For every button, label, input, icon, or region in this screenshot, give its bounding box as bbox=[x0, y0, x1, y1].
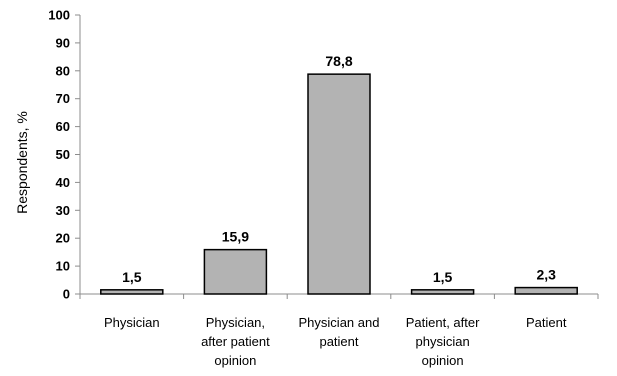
category-label: Physician bbox=[104, 315, 160, 330]
category-label-line: opinion bbox=[214, 353, 256, 368]
y-tick-label: 70 bbox=[56, 91, 70, 106]
y-tick-label: 60 bbox=[56, 119, 70, 134]
bar bbox=[100, 289, 164, 295]
category-label-line: opinion bbox=[422, 353, 464, 368]
category-label-line: patient bbox=[319, 334, 358, 349]
y-tick-label: 90 bbox=[56, 35, 70, 50]
category-label-line: Patient, after bbox=[406, 315, 480, 330]
bars bbox=[100, 73, 578, 295]
bar bbox=[514, 286, 578, 295]
y-tick-label: 30 bbox=[56, 203, 70, 218]
category-label-line: Physician and bbox=[299, 315, 380, 330]
category-label-line: after patient bbox=[201, 334, 270, 349]
y-tick-label: 40 bbox=[56, 175, 70, 190]
category-label-line: physician bbox=[415, 334, 469, 349]
category-label: Physician and patient bbox=[299, 315, 380, 349]
bar bbox=[410, 289, 475, 295]
y-axis-title: Respondents, % bbox=[14, 111, 30, 214]
category-label: Physician, after patient opinion bbox=[201, 315, 270, 368]
bar bbox=[307, 73, 371, 295]
data-label: 78,8 bbox=[325, 53, 352, 69]
category-label-line: Physician, bbox=[206, 315, 265, 330]
category-label-line: Physician bbox=[104, 315, 160, 330]
y-tick-label: 10 bbox=[56, 259, 70, 274]
y-axis: 0 10 20 30 40 50 60 70 80 90 100 bbox=[48, 8, 81, 302]
bar bbox=[203, 248, 268, 295]
data-label: 1,5 bbox=[122, 269, 142, 285]
category-label: Patient bbox=[526, 315, 567, 330]
data-label: 2,3 bbox=[536, 267, 556, 283]
y-tick-label: 0 bbox=[63, 287, 70, 302]
data-label: 1,5 bbox=[433, 269, 453, 285]
y-tick-label: 100 bbox=[48, 8, 70, 23]
y-tick-label: 80 bbox=[56, 63, 70, 78]
category-label: Patient, after physician opinion bbox=[406, 315, 480, 368]
category-label-line: Patient bbox=[526, 315, 567, 330]
x-axis: Physician Physician, after patient opinionP… bbox=[79, 293, 599, 368]
y-tick-label: 20 bbox=[56, 231, 70, 246]
data-labels: 1,5 15,9 78,8 1,5 2,3 bbox=[122, 53, 556, 285]
y-tick-label: 50 bbox=[56, 147, 70, 162]
data-label: 15,9 bbox=[222, 229, 249, 245]
